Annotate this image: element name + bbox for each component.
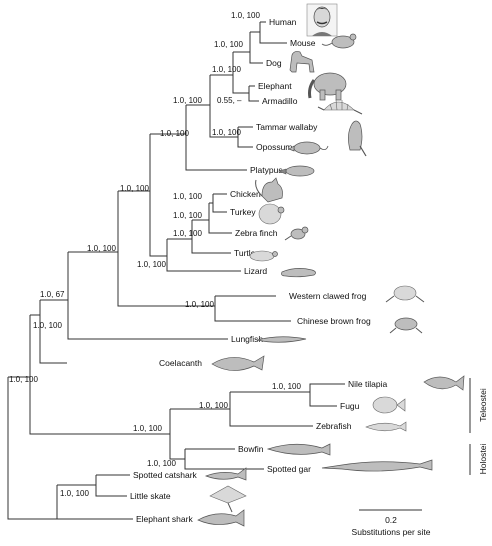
scale-bar-value: 0.2 xyxy=(385,515,397,525)
support-teleosts: 1.0, 100 xyxy=(199,401,228,410)
support-tetrapods: 1.0, 100 xyxy=(87,244,116,253)
zebra-finch-icon xyxy=(284,226,309,241)
taxon-coelacanth: Coelacanth xyxy=(159,358,202,368)
support-mammals: 1.0, 100 xyxy=(160,129,189,138)
support-therians: 1.0, 100 xyxy=(173,96,202,105)
support-eutheria: 1.0, 100 xyxy=(212,65,241,74)
opossum-icon xyxy=(288,141,329,155)
taxon-armadillo: Armadillo xyxy=(262,96,298,106)
nile-tilapia-icon xyxy=(423,375,465,391)
group-brackets: Teleostei Holostei xyxy=(469,378,488,475)
support-elephant-armadillo: 0.55, – xyxy=(217,96,242,105)
support-elasmobranchs: 1.0, 100 xyxy=(60,489,89,498)
support-sarcopterygii: 1.0, 100 xyxy=(33,321,62,330)
animal-illustrations xyxy=(197,3,465,527)
zebrafish-icon xyxy=(365,421,407,432)
taxon-lungfish: Lungfish xyxy=(231,334,263,344)
support-human-mouse-dog: 1.0, 100 xyxy=(214,40,243,49)
taxon-labels: Human Mouse Dog Elephant Armadillo Tamma… xyxy=(130,17,387,524)
western-clawed-frog-icon xyxy=(385,285,425,303)
support-amniotes: 1.0, 100 xyxy=(120,184,149,193)
support-tilapia-fugu: 1.0, 100 xyxy=(272,382,301,391)
support-holostei: 1.0, 100 xyxy=(147,459,176,468)
armadillo-icon xyxy=(317,99,363,115)
taxon-human: Human xyxy=(269,17,297,27)
support-lobe-fins: 1.0, 67 xyxy=(40,290,65,299)
scale-bar-label: Substitutions per site xyxy=(352,527,431,537)
taxon-lizard: Lizard xyxy=(244,266,267,276)
taxon-turkey: Turkey xyxy=(230,207,256,217)
support-birds: 1.0, 100 xyxy=(173,211,202,220)
support-human-mouse: 1.0, 100 xyxy=(231,11,260,20)
taxon-opossum: Opossum xyxy=(256,142,292,152)
support-archosaurs: 1.0, 100 xyxy=(173,229,202,238)
human-portrait-icon xyxy=(306,3,338,37)
elephant-shark-icon xyxy=(197,509,245,527)
taxon-turtle: Turtle xyxy=(234,248,256,258)
support-chicken-turkey: 1.0, 100 xyxy=(173,192,202,201)
elephant-icon xyxy=(308,72,347,101)
support-frogs: 1.0, 100 xyxy=(185,300,214,309)
chinese-brown-frog-icon xyxy=(389,317,423,334)
support-values: 1.0, 100 1.0, 100 1.0, 100 0.55, – 1.0, … xyxy=(9,11,301,498)
little-skate-icon xyxy=(209,485,247,513)
taxon-bowfin: Bowfin xyxy=(238,444,264,454)
dog-icon xyxy=(289,51,315,73)
taxon-mouse: Mouse xyxy=(290,38,316,48)
support-reptiles: 1.0, 100 xyxy=(137,260,166,269)
taxon-little-skate: Little skate xyxy=(130,491,171,501)
taxon-tammar-wallaby: Tammar wallaby xyxy=(256,122,318,132)
taxon-dog: Dog xyxy=(266,58,282,68)
scale-bar: 0.2 Substitutions per site xyxy=(352,509,431,537)
support-actinopterygii: 1.0, 100 xyxy=(133,424,162,433)
taxon-fugu: Fugu xyxy=(340,401,360,411)
taxon-nile-tilapia: Nile tilapia xyxy=(348,379,387,389)
support-marsupials: 1.0, 100 xyxy=(212,128,241,137)
wallaby-icon xyxy=(348,120,367,157)
platypus-icon xyxy=(278,165,315,177)
turtle-icon xyxy=(249,250,278,262)
teleostei-label: Teleostei xyxy=(478,388,488,422)
fugu-icon xyxy=(372,396,406,414)
taxon-chinese-brown-frog: Chinese brown frog xyxy=(297,316,371,326)
taxon-spotted-gar: Spotted gar xyxy=(267,464,311,474)
taxon-platypus: Platypus xyxy=(250,165,283,175)
taxon-zebrafish: Zebrafish xyxy=(316,421,352,431)
lungfish-icon xyxy=(256,336,307,343)
lizard-icon xyxy=(281,268,316,278)
turkey-icon xyxy=(258,203,285,225)
taxon-zebra-finch: Zebra finch xyxy=(235,228,278,238)
spotted-gar-icon xyxy=(321,459,433,472)
holostei-label: Holostei xyxy=(478,444,488,475)
taxon-elephant: Elephant xyxy=(258,81,292,91)
support-osteichthyes: 1.0, 100 xyxy=(9,375,38,384)
spotted-catshark-icon xyxy=(205,467,247,481)
taxon-spotted-catshark: Spotted catshark xyxy=(133,470,198,480)
bowfin-icon xyxy=(266,443,331,456)
taxon-elephant-shark: Elephant shark xyxy=(136,514,193,524)
mouse-icon xyxy=(321,33,357,49)
chicken-icon xyxy=(255,177,283,203)
tree-branches xyxy=(7,21,345,520)
taxon-chicken: Chicken xyxy=(230,189,261,199)
coelacanth-icon xyxy=(211,355,265,371)
taxon-western-clawed-frog: Western clawed frog xyxy=(289,291,367,301)
